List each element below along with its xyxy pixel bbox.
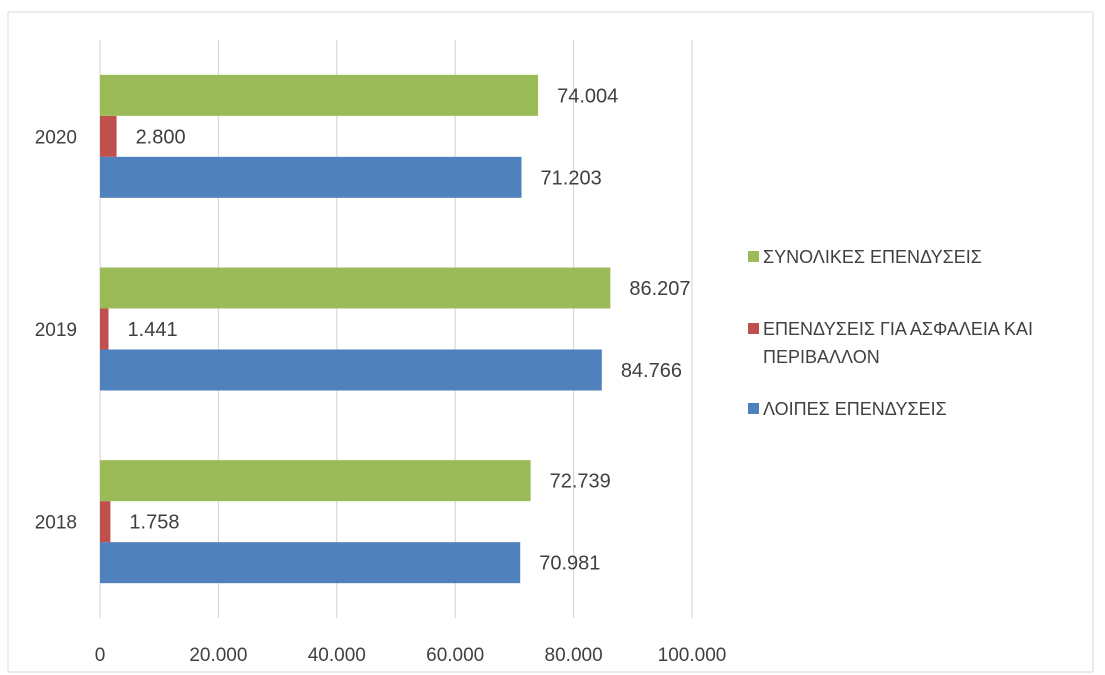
category-label: 2019 (35, 320, 77, 341)
data-label: 2.800 (136, 126, 186, 148)
legend-label: ΠΕΡΙΒΑΛΛΟΝ (763, 347, 880, 367)
bar (100, 542, 521, 584)
bar (100, 115, 117, 157)
data-label: 71.203 (541, 167, 602, 189)
category-axis-labels: 2018 2019 2020 (35, 127, 77, 533)
bar (100, 156, 522, 198)
data-label: 1.441 (128, 319, 178, 341)
bar (100, 501, 111, 543)
x-tick-label: 40.000 (308, 645, 366, 666)
data-label: 86.207 (629, 278, 690, 300)
legend-label: ΛΟΙΠΕΣ ΕΠΕΝΔΥΣΕΙΣ (763, 399, 947, 419)
data-label: 1.758 (129, 512, 179, 534)
data-label: 72.739 (550, 471, 611, 493)
x-tick-label: 20.000 (189, 645, 247, 666)
bars (100, 74, 611, 584)
x-tick-label: 0 (95, 645, 106, 666)
data-labels: 70.981 1.758 72.739 84.766 1.441 86.207 71.203… (128, 85, 691, 574)
bar (100, 349, 602, 391)
legend-label: ΣΥΝΟΛΙΚΕΣ ΕΠΕΝΔΥΣΕΙΣ (763, 247, 982, 267)
x-tick-label: 60.000 (426, 645, 484, 666)
legend-swatch (748, 323, 759, 334)
legend: ΣΥΝΟΛΙΚΕΣ ΕΠΕΝΔΥΣΕΙΣ ΕΠΕΝΔΥΣΕΙΣ ΓΙΑ ΑΣΦΑΛ… (748, 247, 1033, 419)
legend-swatch (748, 403, 759, 414)
bar (100, 308, 109, 350)
data-label: 84.766 (621, 360, 682, 382)
category-label: 2020 (35, 127, 77, 148)
x-tick-label: 80.000 (545, 645, 603, 666)
bar (100, 267, 611, 309)
legend-label: ΕΠΕΝΔΥΣΕΙΣ ΓΙΑ ΑΣΦΑΛΕΙΑ ΚΑΙ (763, 319, 1033, 339)
category-label: 2018 (35, 513, 77, 534)
bar (100, 74, 539, 116)
value-axis-labels: 0 20.000 40.000 60.000 80.000 100.000 (95, 645, 727, 666)
data-label: 74.004 (557, 85, 618, 107)
bar (100, 460, 531, 502)
data-label: 70.981 (539, 553, 600, 575)
x-tick-label: 100.000 (658, 645, 727, 666)
legend-swatch (748, 251, 759, 262)
